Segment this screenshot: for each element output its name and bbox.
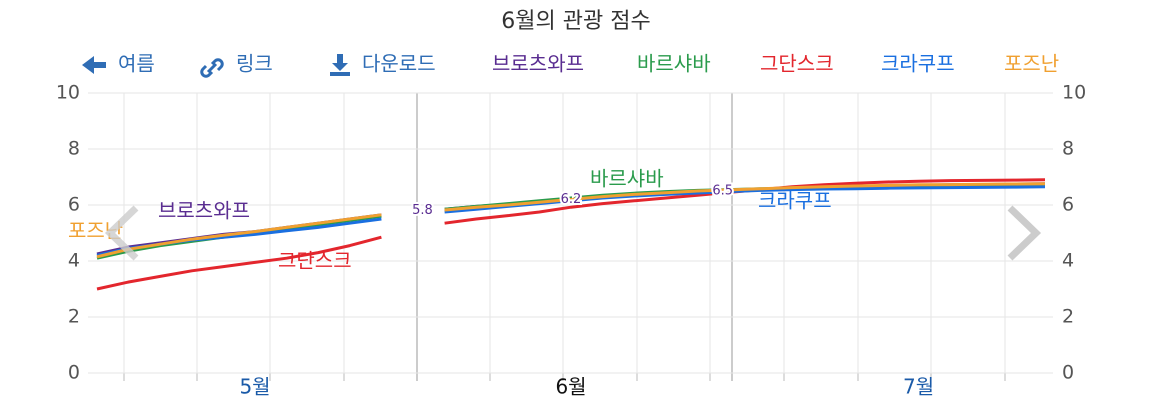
y2-tick-label: 6 <box>1062 194 1074 216</box>
y-tick-label: 4 <box>68 250 80 272</box>
legend-item[interactable]: 브로츠와프 <box>492 52 584 76</box>
x-tick-label: 6월 <box>555 375 586 399</box>
legend-item[interactable]: 포즈난 <box>1004 52 1059 76</box>
download-label[interactable]: 다운로드 <box>362 52 436 76</box>
y-tick-label: 8 <box>68 138 80 160</box>
y2-tick-label: 0 <box>1062 362 1074 384</box>
x-tick-label: 5월 <box>239 375 270 399</box>
series-line <box>96 182 1046 259</box>
link-button[interactable]: 링크 <box>200 52 273 78</box>
download-icon <box>330 54 350 76</box>
back-label[interactable]: 여름 <box>118 52 155 76</box>
y-tick-label: 6 <box>68 194 80 216</box>
x-tick-label: 7월 <box>903 375 934 399</box>
y2-tick-label: 4 <box>1062 250 1074 272</box>
legend-item[interactable]: 크라쿠프 <box>881 52 955 76</box>
link-icon <box>200 58 224 78</box>
download-button[interactable]: 다운로드 <box>330 52 436 77</box>
y2-tick-label: 10 <box>1062 82 1086 104</box>
legend-item[interactable]: 그단스크 <box>760 52 834 76</box>
y2-tick-label: 2 <box>1062 306 1074 328</box>
series-label: 크라쿠프 <box>758 189 832 213</box>
chart-title: 6월의 관광 점수 <box>501 9 650 34</box>
series-label: 브로츠와프 <box>158 199 250 223</box>
y-tick-label: 2 <box>68 306 80 328</box>
y2-tick-label: 8 <box>1062 138 1074 160</box>
annotation: 6.2 <box>561 192 582 207</box>
series-label: 그단스크 <box>278 249 352 273</box>
legend-item[interactable]: 바르샤바 <box>637 52 711 76</box>
prev-arrow[interactable] <box>104 205 139 261</box>
y-tick-label: 0 <box>68 362 80 384</box>
annotation: 6.5 <box>712 184 733 199</box>
series-label: 바르샤바 <box>590 167 664 191</box>
y-tick-label: 10 <box>56 82 80 104</box>
next-arrow[interactable] <box>1007 205 1042 261</box>
link-label[interactable]: 링크 <box>236 52 273 76</box>
annotation: 5.8 <box>412 203 433 218</box>
back-button[interactable]: 여름 <box>82 52 155 76</box>
back-icon <box>82 56 106 74</box>
